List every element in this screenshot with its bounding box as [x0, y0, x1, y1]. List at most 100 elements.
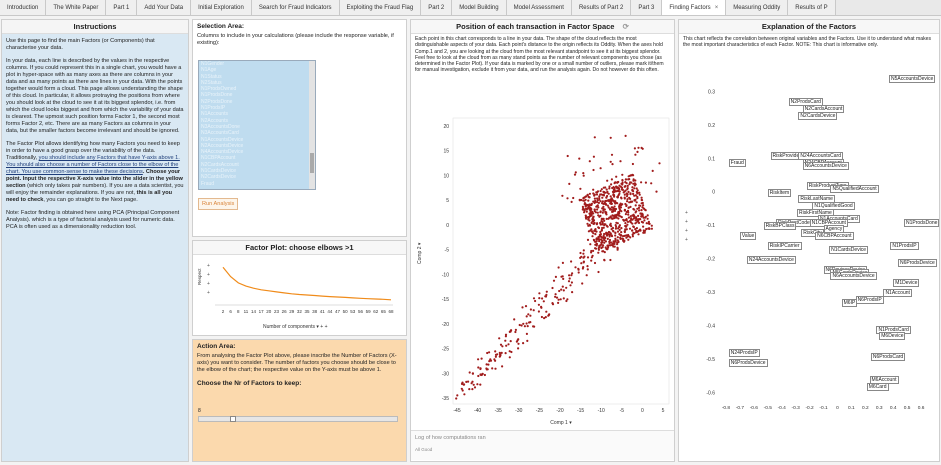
column-option[interactable]: N2Status — [201, 79, 222, 86]
data-point — [627, 190, 630, 193]
column-option[interactable]: N1CardsDevice — [201, 168, 237, 175]
data-point — [632, 215, 636, 218]
column-option[interactable]: N1CBPAccount — [201, 155, 236, 162]
column-option[interactable]: N3AccountsCard — [201, 130, 239, 137]
data-point — [601, 221, 604, 224]
data-point — [608, 235, 611, 238]
variable-label: N2CardsDevice — [798, 111, 838, 120]
data-point — [634, 153, 637, 156]
variable-label: N24AccountsDevice — [746, 255, 796, 264]
data-point — [607, 246, 610, 249]
tab-10[interactable]: Results of Part 2 — [571, 0, 632, 15]
data-point — [599, 189, 602, 193]
data-point — [479, 383, 482, 386]
data-point — [610, 208, 613, 211]
y-tick-label: 10 — [443, 173, 449, 179]
tab-6[interactable]: Exploiting the Fraud Flag — [339, 0, 422, 15]
tab-1[interactable]: The White Paper — [46, 0, 107, 15]
data-point — [542, 300, 545, 303]
listbox-scrollbar[interactable] — [309, 61, 315, 189]
slider-knob[interactable] — [230, 416, 237, 422]
variable-label: N6AccountsDevice — [802, 161, 849, 170]
column-option[interactable]: N1AccountsDevice — [201, 136, 244, 143]
column-option[interactable]: N2CardsAccount — [201, 161, 239, 168]
tab-11[interactable]: Part 3 — [631, 0, 663, 15]
data-point — [586, 268, 589, 271]
tab-7[interactable]: Part 2 — [421, 0, 453, 15]
data-point — [601, 211, 604, 214]
column-option[interactable]: N1Gender — [201, 61, 225, 67]
refresh-icon[interactable]: ⟳ — [622, 22, 629, 31]
run-analysis-button[interactable]: Run Analysis — [198, 198, 239, 210]
data-point — [629, 192, 632, 195]
data-point — [562, 289, 565, 292]
data-point — [602, 226, 605, 229]
columns-listbox[interactable]: N1Gender N1Age N1Status N2Status N1ProdsOwne… — [198, 60, 316, 190]
tab-9[interactable]: Model Assessment — [506, 0, 572, 15]
column-option[interactable]: N1ProdsDone — [201, 92, 233, 99]
data-point — [570, 200, 573, 203]
close-tab-icon[interactable]: × — [714, 5, 719, 11]
data-point — [642, 229, 645, 232]
column-option[interactable]: N1Accounts — [201, 111, 228, 118]
x-tick-label: 47 — [335, 309, 341, 314]
column-option[interactable]: N4AccountsDevice — [201, 149, 244, 156]
x-tick-label: 23 — [274, 309, 280, 314]
data-point — [456, 394, 459, 397]
column-option[interactable]: N2ProdsDone — [201, 98, 233, 105]
column-option[interactable]: N3AccountsDone — [201, 123, 240, 130]
data-point — [619, 160, 622, 163]
data-point — [547, 313, 550, 317]
data-point — [560, 288, 563, 291]
data-point — [479, 367, 482, 371]
data-point — [637, 214, 640, 217]
tab-8[interactable]: Model Building — [452, 0, 507, 15]
data-point — [621, 188, 624, 191]
data-point — [611, 163, 614, 166]
data-point — [614, 231, 617, 234]
data-point — [606, 191, 609, 194]
data-point — [615, 225, 618, 228]
data-point — [642, 204, 645, 207]
tab-2[interactable]: Part 1 — [106, 0, 138, 15]
data-point — [501, 345, 504, 348]
factor-plot-panel: Factor Plot: choose elbows >1 2 6 8 11 14 17 2… — [192, 240, 407, 336]
variable-label: N6AccountsDevice — [830, 272, 877, 281]
column-option[interactable]: N1Status — [201, 73, 222, 80]
data-point — [613, 205, 616, 208]
column-option[interactable]: N2AccountsDevice — [201, 142, 244, 149]
tab-5[interactable]: Search for Fraud Indicators — [251, 0, 340, 15]
column-option[interactable]: N1ProdsOwned — [201, 86, 237, 93]
x-tick-label: 0 — [836, 405, 839, 411]
data-point — [494, 367, 497, 370]
data-point — [634, 204, 637, 207]
column-option[interactable]: N2CardsDevice — [201, 174, 237, 181]
tab-13[interactable]: Measuring Oddity — [726, 0, 789, 15]
data-point — [594, 211, 597, 214]
data-point — [517, 342, 520, 345]
tab-12[interactable]: Finding Factors × — [662, 0, 727, 15]
instructions-intro: Use this page to find the main Factors (… — [6, 38, 155, 51]
data-point — [574, 266, 577, 269]
x-tick-label: 0 — [641, 408, 644, 414]
tab-4[interactable]: Initial Exploration — [191, 0, 252, 15]
column-option[interactable]: Fraud — [201, 180, 215, 187]
x-tick-label: 0.3 — [876, 405, 883, 411]
column-option[interactable]: N2Accounts — [201, 117, 228, 124]
data-point — [604, 186, 607, 189]
zoom-control-icon: + — [685, 228, 688, 234]
data-point — [612, 230, 615, 233]
tab-14[interactable]: Results of P — [788, 0, 836, 15]
data-point — [532, 297, 536, 300]
data-point — [505, 344, 508, 347]
eigenvalue-line — [222, 266, 392, 301]
data-point — [619, 237, 622, 240]
data-point — [595, 238, 598, 241]
tab-3[interactable]: Add Your Data — [137, 0, 192, 15]
data-point — [599, 223, 602, 226]
factors-slider[interactable] — [198, 416, 398, 422]
tab-0[interactable]: Introduction — [0, 0, 47, 15]
data-point — [581, 208, 584, 211]
column-option[interactable]: N1Age — [201, 67, 217, 74]
column-option[interactable]: N1ProdsIP — [201, 105, 226, 112]
